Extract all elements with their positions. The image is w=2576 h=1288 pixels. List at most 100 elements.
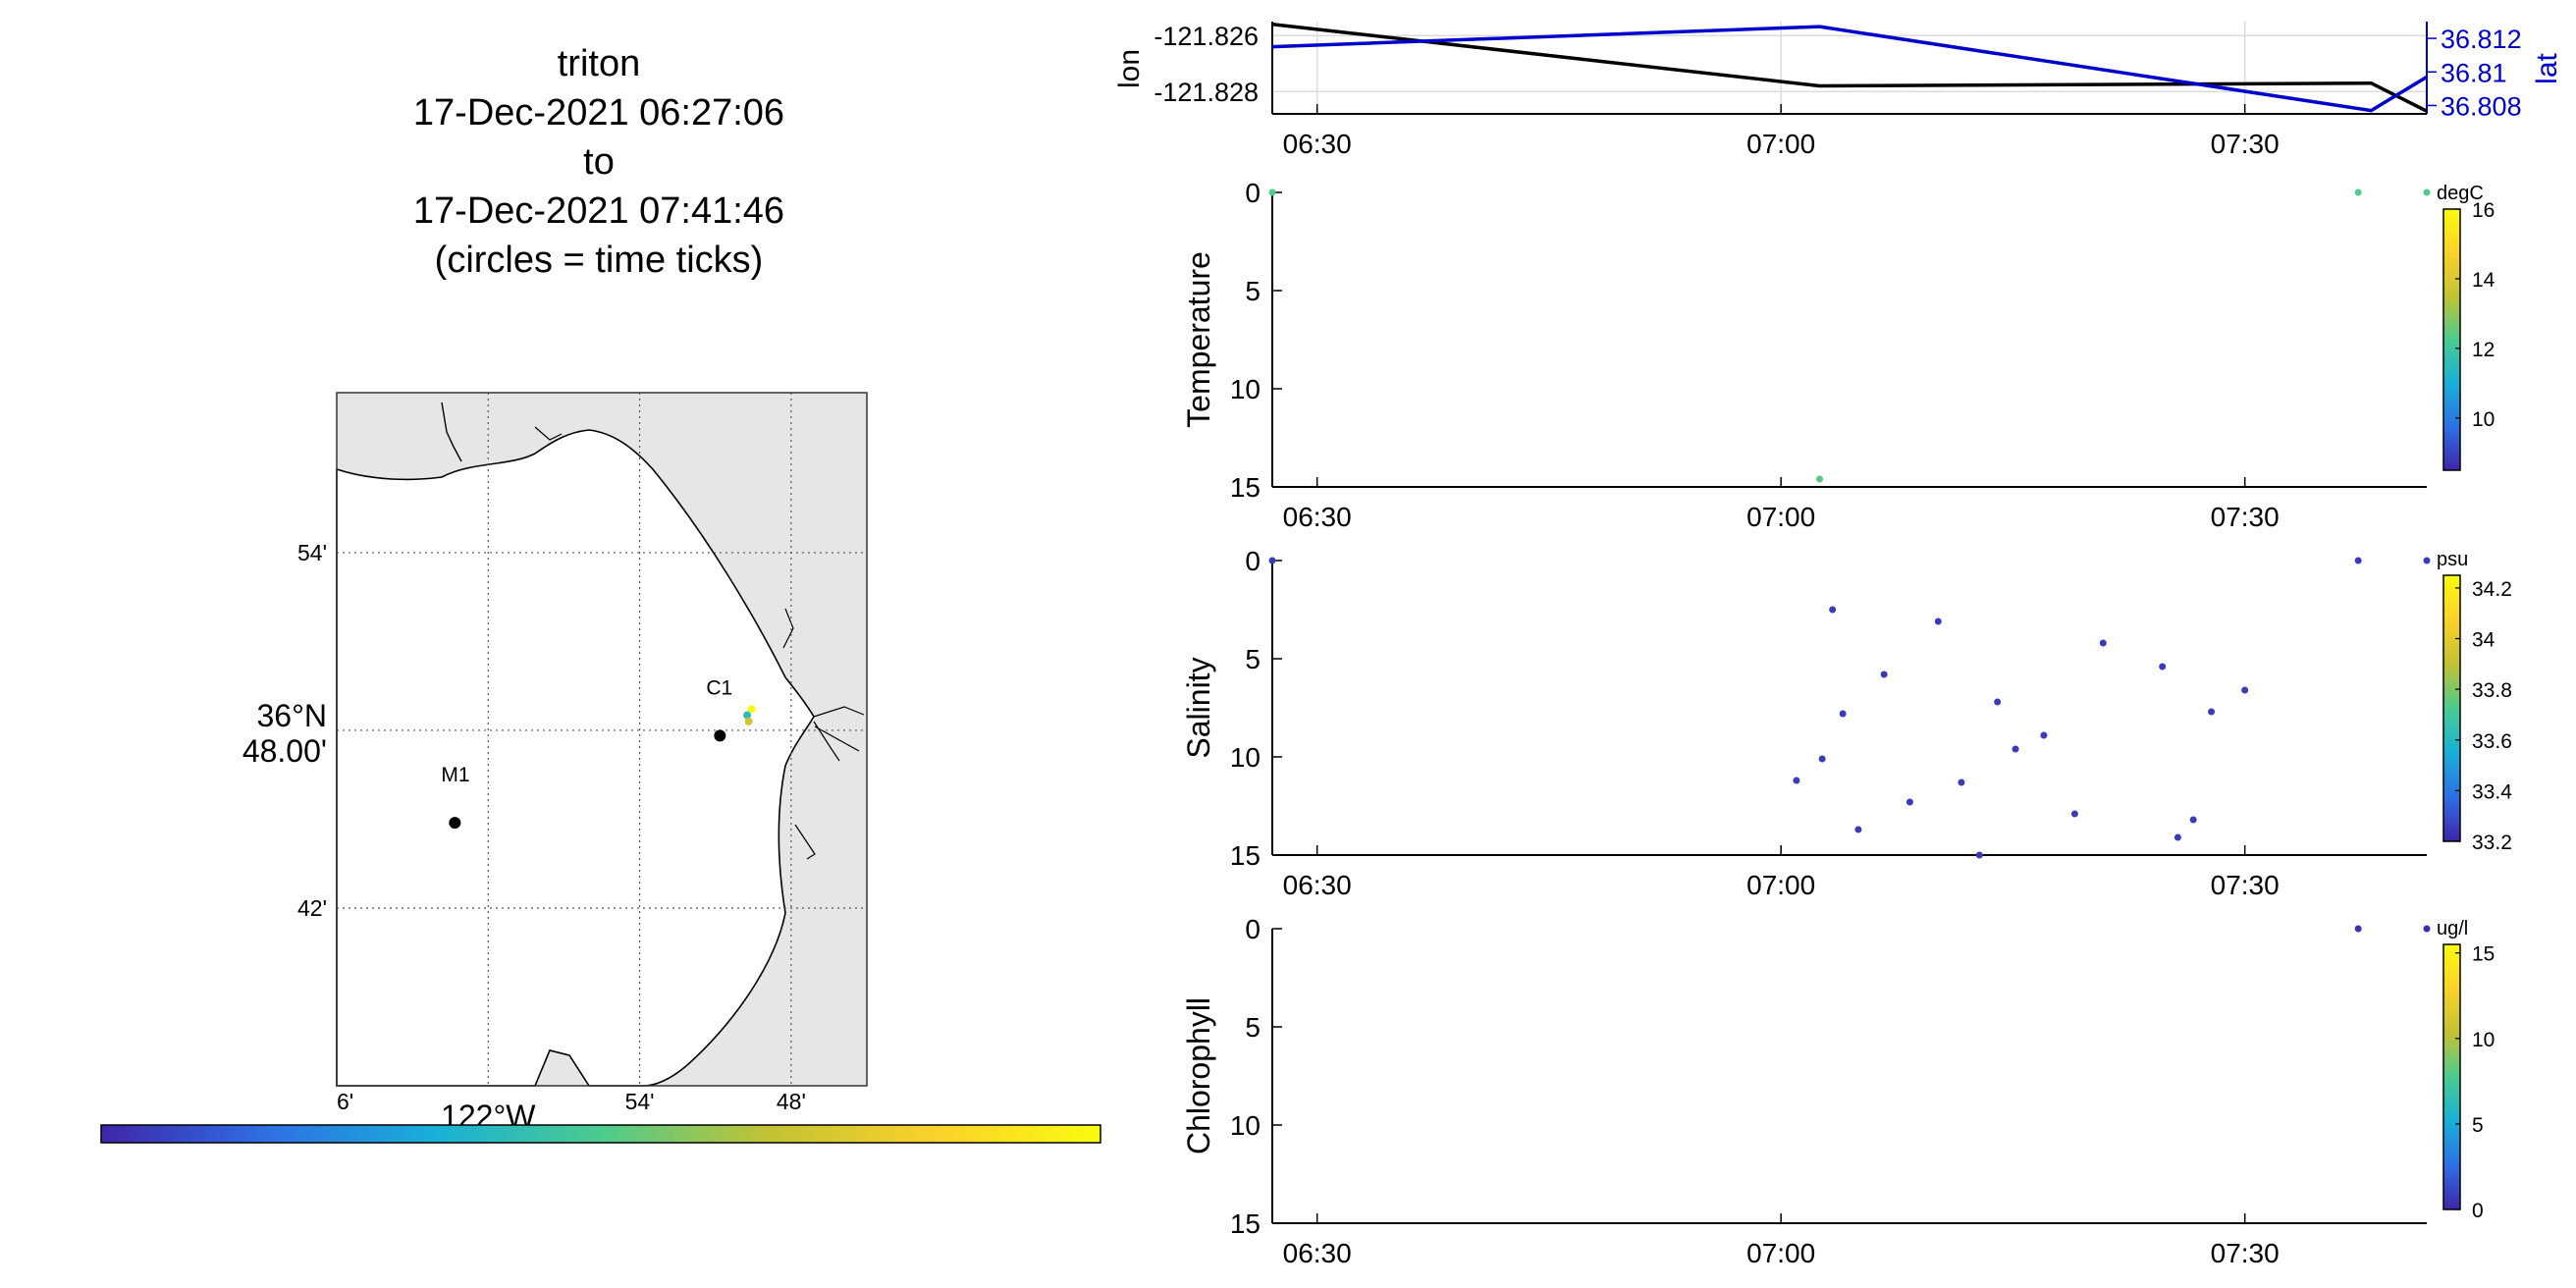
x-tick-label: 06:30 xyxy=(1283,870,1352,900)
x-tick-label: 06:30 xyxy=(1283,502,1352,532)
title-note: (circles = time ticks) xyxy=(434,240,764,281)
x-tick-label: 07:00 xyxy=(1746,870,1815,900)
x-tick-label: 07:30 xyxy=(2211,129,2280,159)
y-tick-right-label: 36.812 xyxy=(2441,25,2522,54)
y-axis-label: lon xyxy=(1113,49,1146,88)
colorbar-tick-label: 34.2 xyxy=(2472,578,2512,601)
map-grid xyxy=(337,393,867,1086)
y-tick-label: 15 xyxy=(1230,840,1261,871)
data-point xyxy=(1958,778,1965,786)
colorbar-units: psu xyxy=(2437,549,2468,570)
y-tick-right-label: 36.808 xyxy=(2441,91,2522,121)
colorbar-tick-label: 5 xyxy=(2472,1114,2484,1137)
map-lat-label: 48.00' xyxy=(242,733,327,769)
data-point xyxy=(1793,777,1800,784)
map-lat-label: 42' xyxy=(297,895,327,921)
data-point xyxy=(2423,925,2431,933)
temperature-panel: 0 5 10 15 06:30 07:00 07:30 Temperature 16 14 12 10… xyxy=(1181,178,2496,532)
y-tick-label: 0 xyxy=(1245,914,1261,944)
data-point xyxy=(1854,826,1862,833)
data-point xyxy=(2099,639,2107,647)
river-line xyxy=(441,402,462,462)
data-point xyxy=(1934,617,1942,625)
y-tick-label: 0 xyxy=(1245,178,1261,208)
data-point xyxy=(2012,745,2019,753)
figure-title: triton 17-Dec-2021 06:27:06 to 17-Dec-20… xyxy=(324,39,874,285)
data-point xyxy=(2208,708,2216,716)
data-point xyxy=(1905,798,1913,806)
map-lat-label: 54' xyxy=(297,540,327,565)
station-marker xyxy=(714,729,726,742)
track-point xyxy=(743,711,752,720)
station-label: M1 xyxy=(441,764,469,786)
map-stations: M1 C1 xyxy=(441,676,732,830)
data-point xyxy=(2354,557,2362,564)
data-point xyxy=(1994,698,2002,706)
chlorophyll-panel: 0 5 10 15 06:30 07:00 07:30 Chlorophyll 15 10 5 0 ug… xyxy=(1181,914,2495,1268)
station-marker xyxy=(449,817,461,830)
map-frame xyxy=(336,392,868,1087)
colorbar-tick-label: 33.8 xyxy=(2472,679,2512,702)
data-point xyxy=(1880,671,1888,678)
data-point xyxy=(2174,833,2181,841)
y-tick-label: 0 xyxy=(1245,546,1261,576)
data-point xyxy=(2354,925,2362,933)
y-tick-label: -121.828 xyxy=(1154,78,1259,107)
data-point xyxy=(2354,188,2362,196)
series-line-lon xyxy=(1271,23,2428,113)
colorbar-tick-label: 10 xyxy=(2472,1029,2495,1051)
colorbar-tick-label: 34 xyxy=(2472,629,2496,652)
colorbar-tick-label: 14 xyxy=(2472,269,2496,292)
colorbar xyxy=(2442,943,2461,1210)
end-time: 17-Dec-2021 07:41:46 xyxy=(412,190,785,232)
time-colorbar xyxy=(100,1124,1101,1144)
y-tick-label: 5 xyxy=(1245,1012,1261,1043)
vehicle-name: triton xyxy=(557,43,641,84)
x-tick-label: 07:00 xyxy=(1746,1238,1815,1268)
data-point xyxy=(2241,686,2249,694)
colorbar-units: degC xyxy=(2437,183,2484,204)
map-ocean xyxy=(336,429,815,1087)
x-tick-label: 07:30 xyxy=(2211,1238,2280,1268)
data-point xyxy=(1829,606,1837,614)
colorbar-tick-label: 0 xyxy=(2472,1200,2484,1222)
x-tick-label: 06:30 xyxy=(1283,1238,1352,1268)
data-point xyxy=(2040,731,2048,739)
map-lon-label: 54' xyxy=(625,1089,655,1114)
river-line xyxy=(782,608,794,649)
map-lon-label: 48' xyxy=(777,1089,806,1114)
colorbar-units: ug/l xyxy=(2437,918,2468,939)
data-point xyxy=(1839,710,1847,718)
y-axis-label: Temperature xyxy=(1181,251,1216,428)
data-point xyxy=(1268,557,1276,564)
colorbar-tick-label: 33.6 xyxy=(2472,730,2512,753)
position-panel: -121.826 -121.828 36.812 36.81 36.808 06:30 07… xyxy=(1113,22,2563,159)
y-axis-label: Chlorophyll xyxy=(1181,997,1216,1154)
data-point xyxy=(2423,557,2431,564)
x-tick-label: 06:30 xyxy=(1283,129,1352,159)
river-line xyxy=(534,426,563,441)
data-point xyxy=(2189,816,2197,824)
y-tick-label: 5 xyxy=(1245,644,1261,674)
track-point xyxy=(744,717,753,725)
harbor-line xyxy=(794,824,816,860)
y-tick-label: -121.826 xyxy=(1154,22,1259,51)
map-lat-label: 36°N xyxy=(257,698,328,733)
colorbar-tick-label: 16 xyxy=(2472,199,2495,222)
station-label: C1 xyxy=(706,676,732,699)
colorbar-tick-label: 15 xyxy=(2472,943,2495,966)
to-word: to xyxy=(583,141,615,183)
x-tick-label: 07:00 xyxy=(1746,502,1815,532)
colorbar-tick-label: 33.4 xyxy=(2472,780,2512,803)
colorbar xyxy=(2442,208,2461,471)
data-point xyxy=(2423,188,2431,196)
colorbar-tick-label: 10 xyxy=(2472,408,2495,431)
y-tick-label: 15 xyxy=(1230,1208,1261,1239)
x-tick-label: 07:30 xyxy=(2211,502,2280,532)
y-tick-label: 5 xyxy=(1245,276,1261,306)
x-tick-label: 07:00 xyxy=(1746,129,1815,159)
y-tick-label: 10 xyxy=(1230,374,1261,404)
data-point xyxy=(2159,663,2167,671)
